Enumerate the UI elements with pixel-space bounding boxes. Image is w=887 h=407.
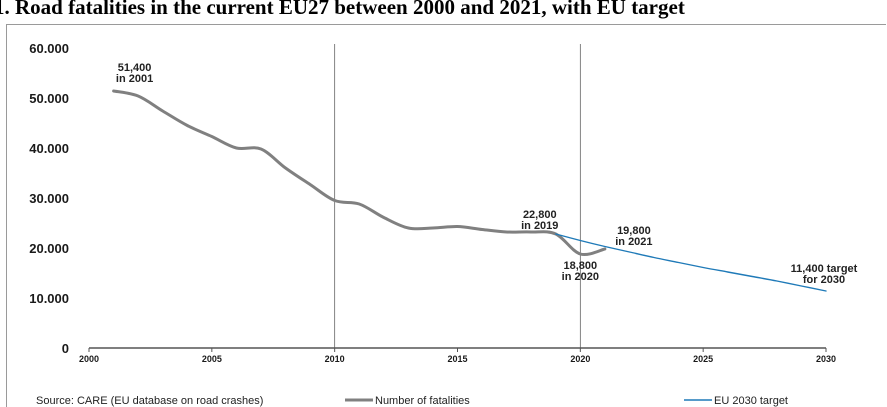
y-tick-label: 50.000	[29, 91, 69, 106]
legend-label: Number of fatalities	[375, 395, 470, 407]
chart-footer: Source: CARE (EU database on road crashe…	[36, 395, 788, 407]
data-annotation: 19,800 in 2021	[615, 225, 652, 248]
source-note: Source: CARE (EU database on road crashe…	[36, 395, 263, 407]
x-tick-label: 2005	[202, 354, 222, 364]
data-annotation: 18,800 in 2020	[562, 260, 599, 283]
series-line-target	[555, 233, 827, 292]
data-annotation: 11,400 target for 2030	[791, 263, 858, 286]
y-tick-label: 20.000	[29, 241, 69, 256]
x-tick-label: 2015	[447, 354, 467, 364]
legend-label: EU 2030 target	[714, 395, 788, 407]
x-axis-ticks	[88, 348, 827, 352]
y-tick-label: 60.000	[29, 41, 69, 56]
annotations: 51,400 in 2001 22,800 in 2019 19,800 in 2021 1…	[116, 62, 858, 286]
x-tick-label: 2025	[693, 354, 713, 364]
legend: Number of fatalities EU 2030 target	[345, 395, 788, 407]
data-annotation: 22,800 in 2019	[521, 209, 558, 232]
y-tick-label: 0	[62, 341, 69, 356]
x-tick-label: 2010	[325, 354, 345, 364]
x-tick-label: 2030	[816, 354, 836, 364]
y-axis-labels: 0 10.000 20.000 30.000 40.000 50.000 60.000	[29, 41, 69, 356]
x-tick-label: 2000	[79, 354, 99, 364]
chart-frame	[6, 24, 886, 407]
reference-lines	[334, 44, 581, 348]
series-lines	[112, 89, 827, 292]
data-annotation: 51,400 in 2001	[116, 62, 153, 85]
y-tick-label: 10.000	[29, 291, 69, 306]
y-tick-label: 30.000	[29, 191, 69, 206]
chart-title: 1. Road fatalities in the current EU27 b…	[0, 0, 685, 19]
series-line-fatalities	[112, 89, 607, 257]
y-tick-label: 40.000	[29, 141, 69, 156]
x-axis-labels: 2000 2005 2010 2015 2020 2025 2030	[79, 354, 836, 364]
x-tick-label: 2020	[570, 354, 590, 364]
